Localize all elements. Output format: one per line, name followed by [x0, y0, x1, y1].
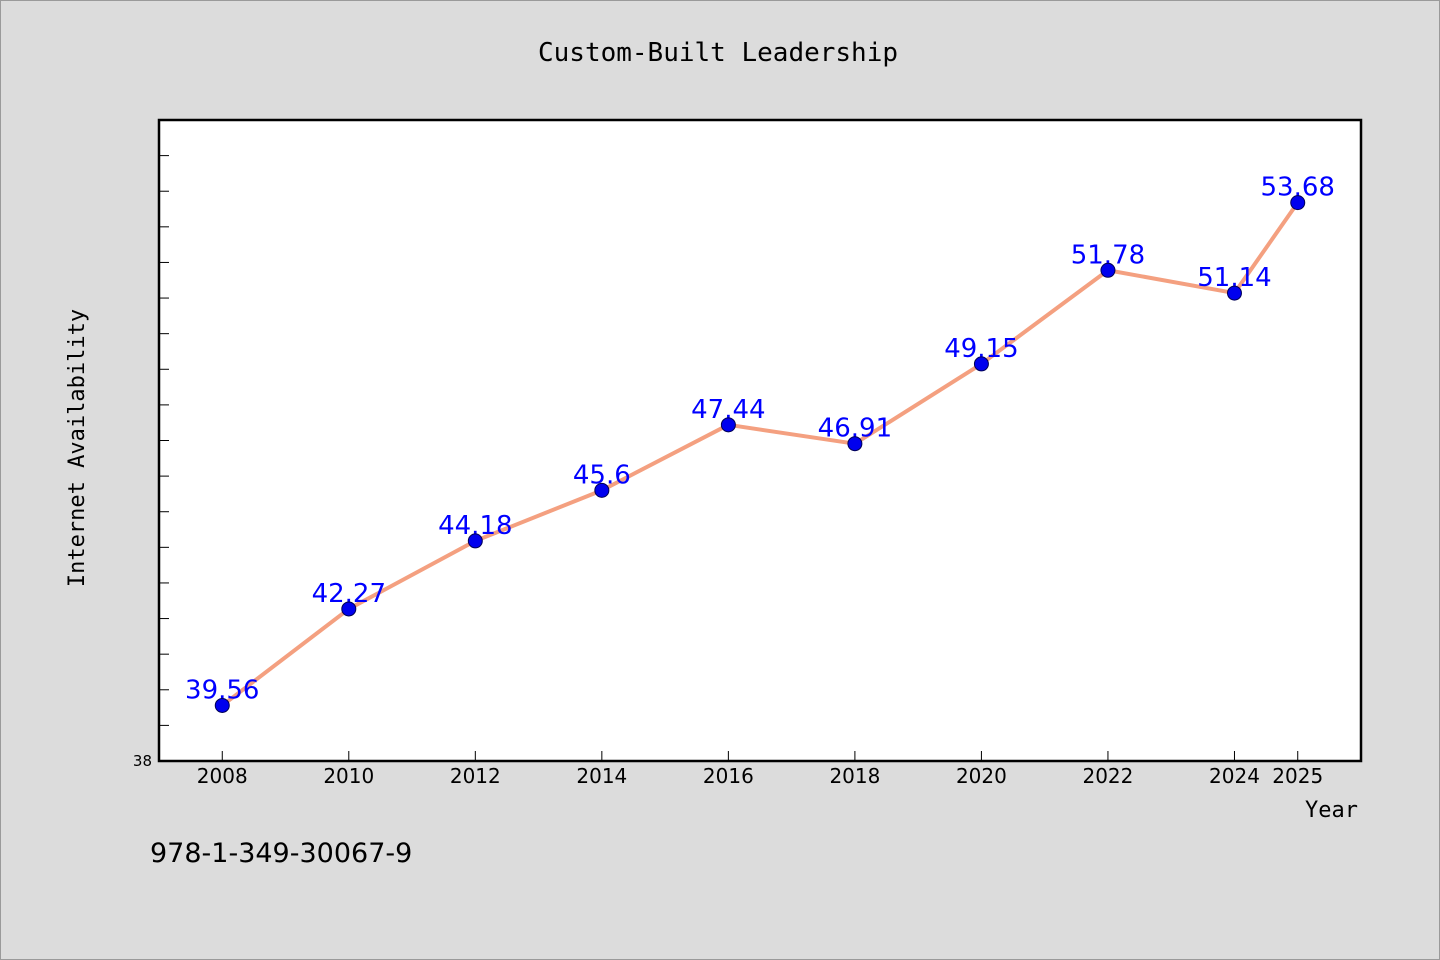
data-point — [1290, 195, 1306, 211]
x-axis-label: Year — [1305, 798, 1358, 823]
isbn-text: 978-1-349-30067-9 — [150, 838, 412, 869]
y-axis-label: Internet Availability — [65, 309, 90, 587]
data-point — [847, 436, 863, 452]
x-tick-label: 2014 — [576, 764, 627, 788]
x-tick-label: 2016 — [703, 764, 754, 788]
data-point — [594, 482, 610, 498]
x-tick-label: 2008 — [197, 764, 248, 788]
data-point — [720, 417, 736, 433]
series-line — [221, 201, 1300, 708]
x-tick-label: 2012 — [450, 764, 501, 788]
data-point — [214, 697, 230, 713]
plot-area — [159, 120, 1361, 761]
y-axis-ticks — [159, 155, 169, 726]
x-tick-label: 2025 — [1272, 764, 1323, 788]
x-tick-label: 2010 — [323, 764, 374, 788]
x-axis-ticks — [221, 751, 1299, 761]
data-point — [467, 533, 483, 549]
series-markers — [214, 195, 1306, 713]
data-point — [1100, 262, 1116, 278]
data-labels: 39.5642.2744.1845.647.4446.9149.1551.785… — [185, 173, 1335, 706]
x-tick-label: 2018 — [829, 764, 880, 788]
data-point — [1226, 285, 1242, 301]
y-tick-label-38: 38 — [133, 752, 152, 770]
x-axis-tick-labels: 2008 2010 2012 2014 2016 2018 2020 2022 2024 2025 — [197, 764, 1323, 788]
data-point — [973, 356, 989, 372]
data-point — [341, 601, 357, 617]
x-tick-label: 2020 — [956, 764, 1007, 788]
plot-border — [157, 118, 1363, 763]
x-tick-label: 2024 — [1209, 764, 1260, 788]
chart-title: Custom-Built Leadership — [538, 38, 898, 68]
x-tick-label: 2022 — [1082, 764, 1133, 788]
